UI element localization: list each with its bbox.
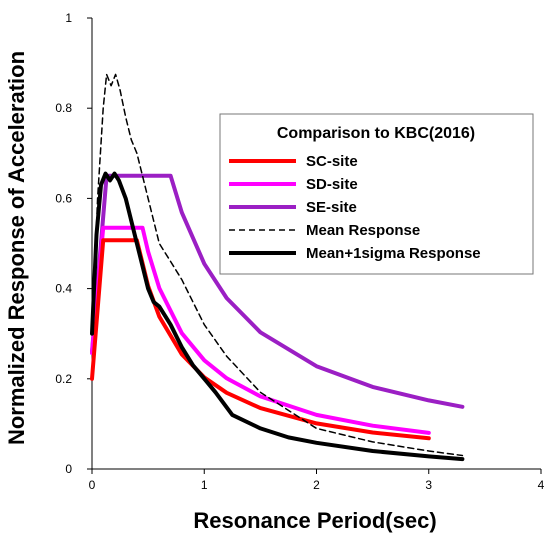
legend-title: Comparison to KBC(2016) (277, 125, 475, 142)
y-tick-label: 0.8 (55, 101, 72, 115)
legend-label: SC-site (306, 153, 358, 170)
series-line-se-site (90, 173, 465, 409)
series-line-mean-1sigma-response (90, 171, 465, 462)
x-axis-title: Resonance Period(sec) (193, 508, 436, 533)
y-tick-label: 1 (65, 11, 72, 25)
y-tick-label: 0.6 (55, 191, 72, 205)
series-line-mean-response (91, 73, 464, 457)
x-tick-label: 3 (425, 478, 432, 492)
y-tick-label: 0 (65, 462, 72, 476)
legend-label: Mean Response (306, 222, 420, 239)
y-tick-label: 0.4 (55, 282, 72, 296)
legend: Comparison to KBC(2016) SC-site SD-site SE… (219, 113, 534, 275)
series-layer (90, 73, 465, 462)
series-line-sd-site (90, 225, 431, 435)
x-tick-label: 2 (313, 478, 320, 492)
legend-box (219, 113, 534, 275)
legend-label: SD-site (306, 176, 358, 193)
legend-label: SE-site (306, 199, 357, 216)
y-tick-label: 0.2 (55, 372, 72, 386)
x-tick-label: 0 (89, 478, 96, 492)
legend-label: Mean+1sigma Response (306, 245, 481, 262)
axes: 0 1 2 3 4 0 0.2 0.4 0.6 0.8 1 (55, 11, 544, 492)
x-tick-label: 1 (201, 478, 208, 492)
y-axis-title: Normalized Response of Acceleration (4, 51, 29, 445)
x-tick-label: 4 (538, 478, 545, 492)
